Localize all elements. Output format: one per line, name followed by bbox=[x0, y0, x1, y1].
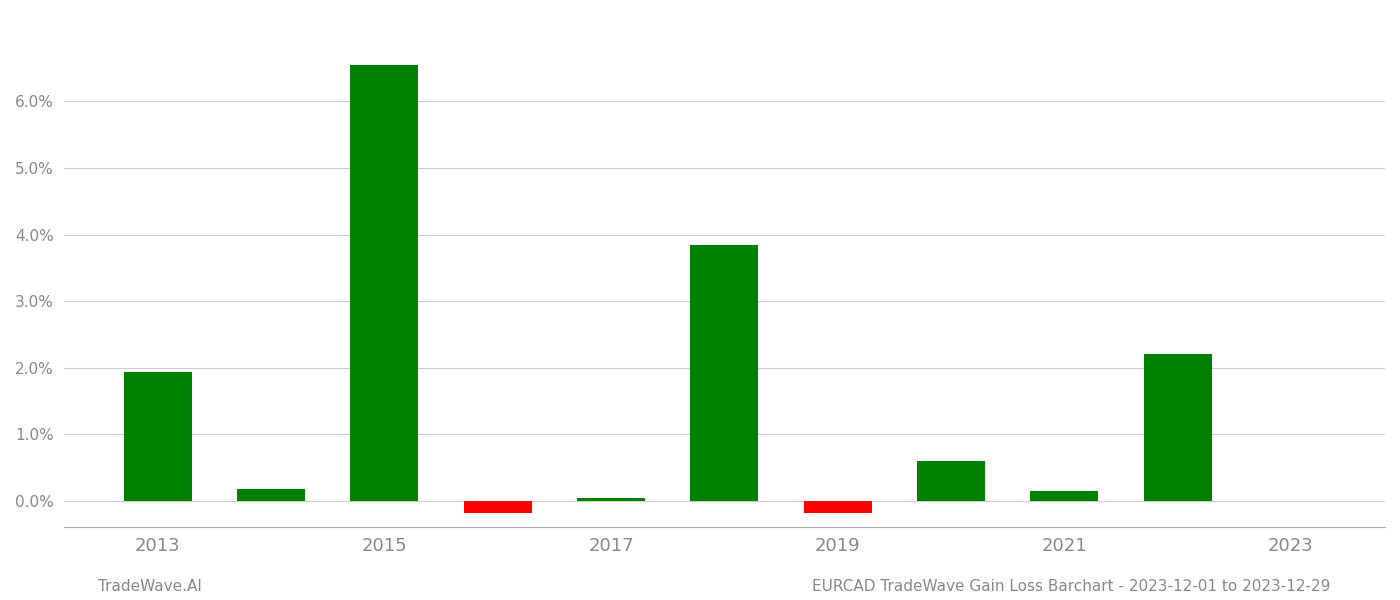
Bar bbox=[1030, 491, 1098, 500]
Bar bbox=[804, 500, 872, 512]
Text: EURCAD TradeWave Gain Loss Barchart - 2023-12-01 to 2023-12-29: EURCAD TradeWave Gain Loss Barchart - 20… bbox=[812, 579, 1330, 594]
Bar bbox=[237, 488, 305, 500]
Bar bbox=[463, 500, 532, 512]
Bar bbox=[350, 65, 419, 500]
Bar bbox=[917, 461, 986, 500]
Bar bbox=[1144, 355, 1211, 500]
Bar bbox=[577, 497, 645, 500]
Bar bbox=[123, 372, 192, 500]
Text: TradeWave.AI: TradeWave.AI bbox=[98, 579, 202, 594]
Bar bbox=[690, 245, 759, 500]
